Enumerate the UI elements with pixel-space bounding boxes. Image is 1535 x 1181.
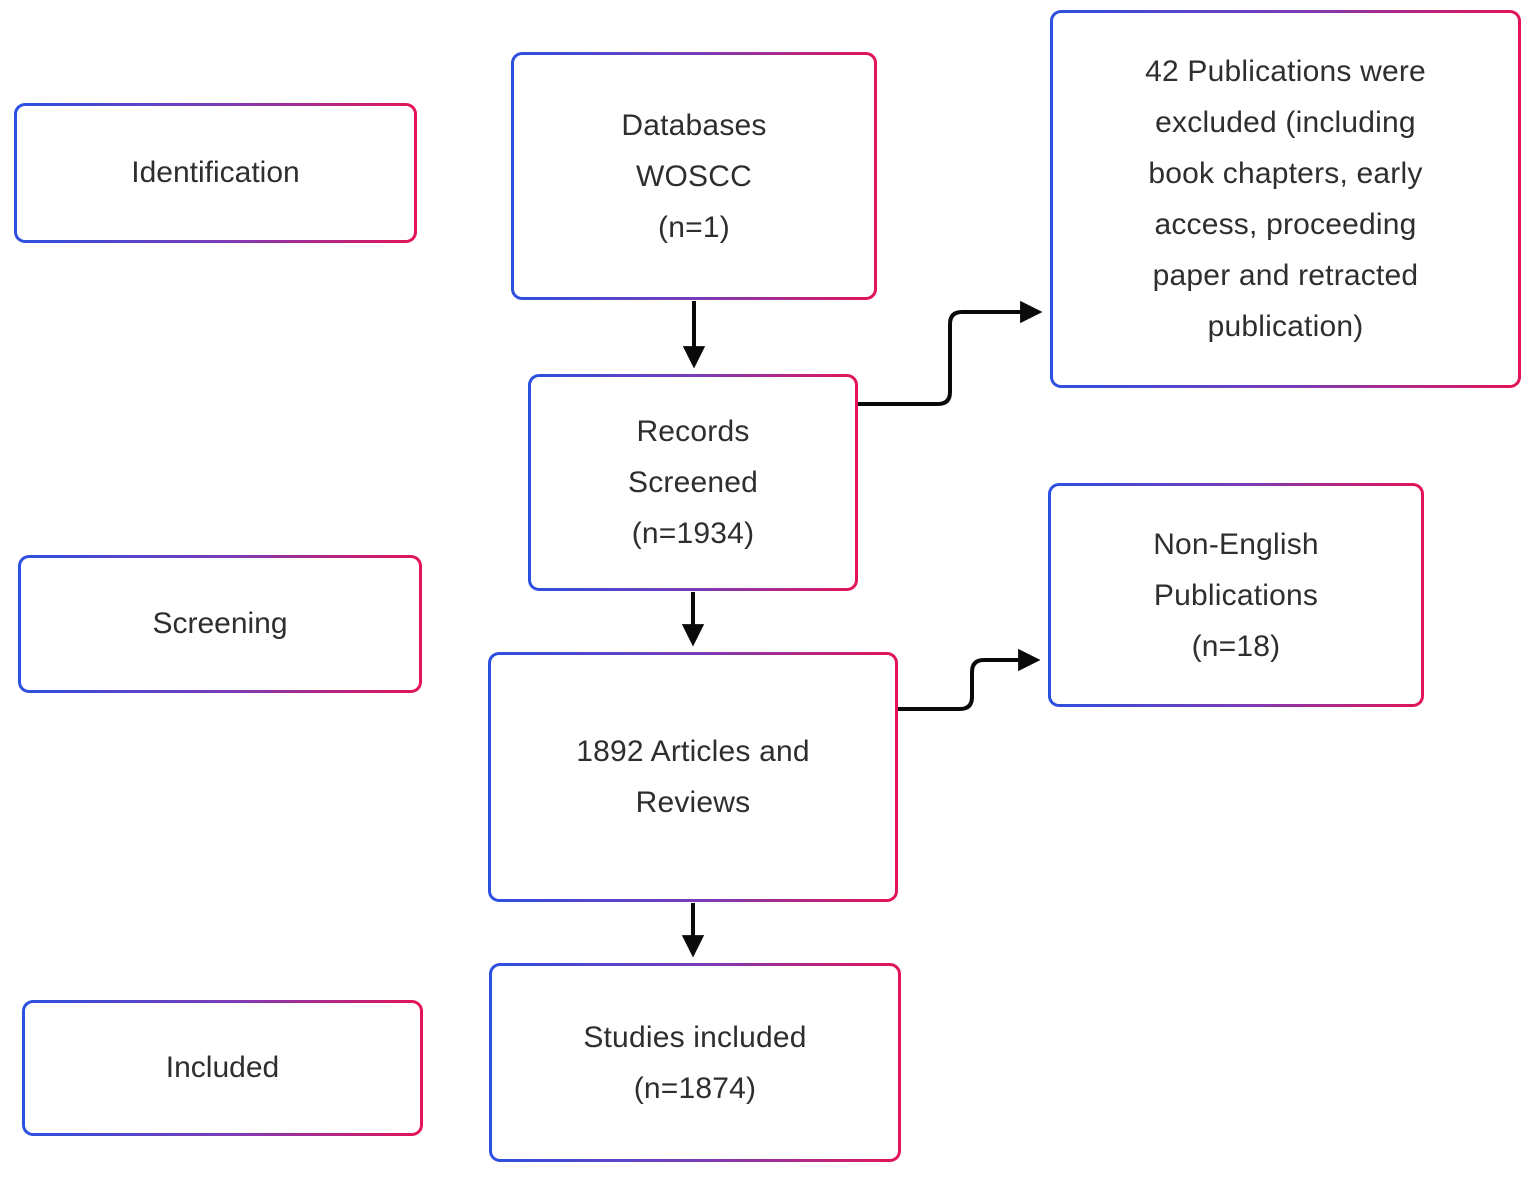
stage-identification-label: Identification <box>131 156 300 189</box>
node-non-english: Non-English Publications (n=18) <box>1048 483 1424 707</box>
stage-screening-box: Screening <box>18 555 422 693</box>
stage-screening-label: Screening <box>152 607 288 640</box>
node-databases: Databases WOSCC (n=1) <box>511 52 877 300</box>
node-excluded-publications-text: 42 Publications were excluded (including… <box>1145 55 1426 343</box>
node-records-screened-text: Records Screened (n=1934) <box>627 415 759 550</box>
node-studies-included-text: Studies included (n=1874) <box>583 1020 807 1105</box>
node-studies-included: Studies included (n=1874) <box>489 963 901 1162</box>
node-databases-text: Databases WOSCC (n=1) <box>621 108 767 244</box>
node-excluded-publications: 42 Publications were excluded (including… <box>1050 10 1521 388</box>
arrow-elbow-articles-to-nonenglish-icon <box>898 648 1041 711</box>
node-non-english-text: Non-English Publications (n=18) <box>1153 527 1319 663</box>
stage-included-box: Included <box>22 1000 423 1136</box>
arrow-elbow-records-to-excluded-icon <box>858 300 1043 406</box>
stage-included-label: Included <box>165 1051 280 1084</box>
node-records-screened: Records Screened (n=1934) <box>528 374 858 591</box>
node-articles-reviews: 1892 Articles and Reviews <box>488 652 898 902</box>
node-articles-reviews-text: 1892 Articles and Reviews <box>576 735 810 819</box>
stage-identification-box: Identification <box>14 103 417 243</box>
